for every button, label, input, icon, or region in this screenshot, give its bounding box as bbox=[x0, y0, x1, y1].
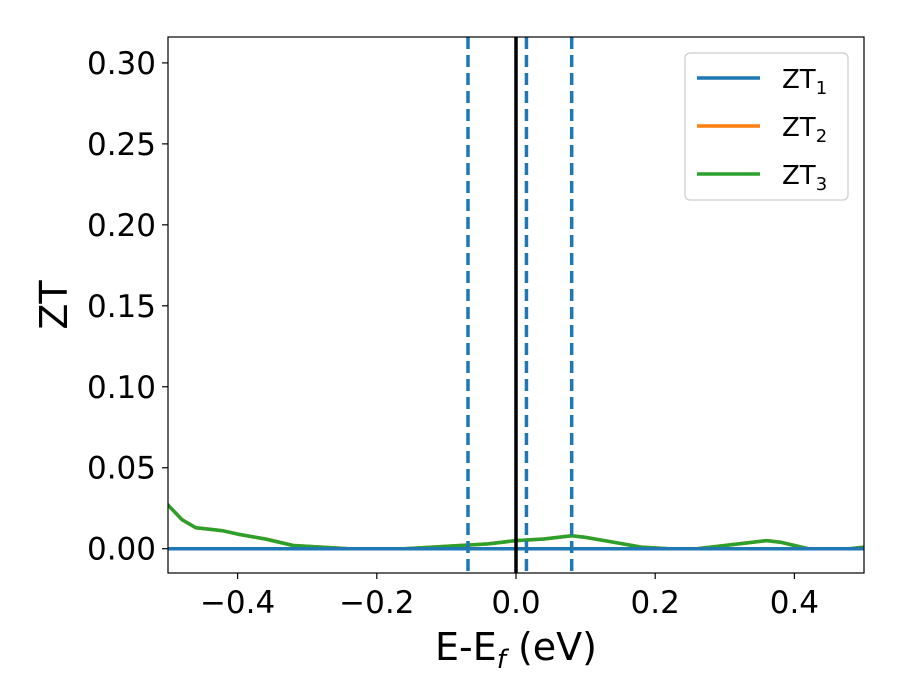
plot-area bbox=[168, 37, 864, 573]
y-tick-label: 0.05 bbox=[87, 451, 156, 487]
y-axis: 0.00 0.05 0.10 0.15 0.20 0.25 0.30 bbox=[87, 46, 168, 568]
legend-label-zt1: ZT1 bbox=[782, 65, 827, 99]
legend-label-zt2: ZT2 bbox=[782, 113, 827, 147]
legend-frame bbox=[684, 52, 849, 201]
x-axis-label-unit: (eV) bbox=[506, 625, 597, 669]
legend: ZT1 ZT2 ZT3 bbox=[684, 52, 849, 201]
y-tick-label: 0.15 bbox=[87, 289, 156, 325]
y-tick-label: 0.10 bbox=[87, 370, 156, 406]
x-tick-label: 0.0 bbox=[491, 585, 540, 621]
series-line-zt3 bbox=[168, 503, 864, 551]
y-tick-label: 0.25 bbox=[87, 127, 156, 163]
y-axis-label: ZT bbox=[32, 280, 76, 330]
y-tick-label: 0.20 bbox=[87, 208, 156, 244]
x-tick-label: 0.2 bbox=[631, 585, 680, 621]
y-tick-label: 0.00 bbox=[87, 532, 156, 568]
x-tick-label: −0.2 bbox=[339, 585, 414, 621]
x-axis-label-main: E-E bbox=[435, 625, 497, 669]
legend-label-zt3: ZT3 bbox=[782, 161, 827, 195]
x-tick-label: 0.4 bbox=[770, 585, 819, 621]
x-axis: −0.4 −0.2 0.0 0.2 0.4 bbox=[200, 573, 819, 621]
y-tick-label: 0.30 bbox=[87, 46, 156, 82]
x-tick-label: −0.4 bbox=[200, 585, 275, 621]
x-axis-label: E-Ef (eV) bbox=[435, 625, 597, 675]
